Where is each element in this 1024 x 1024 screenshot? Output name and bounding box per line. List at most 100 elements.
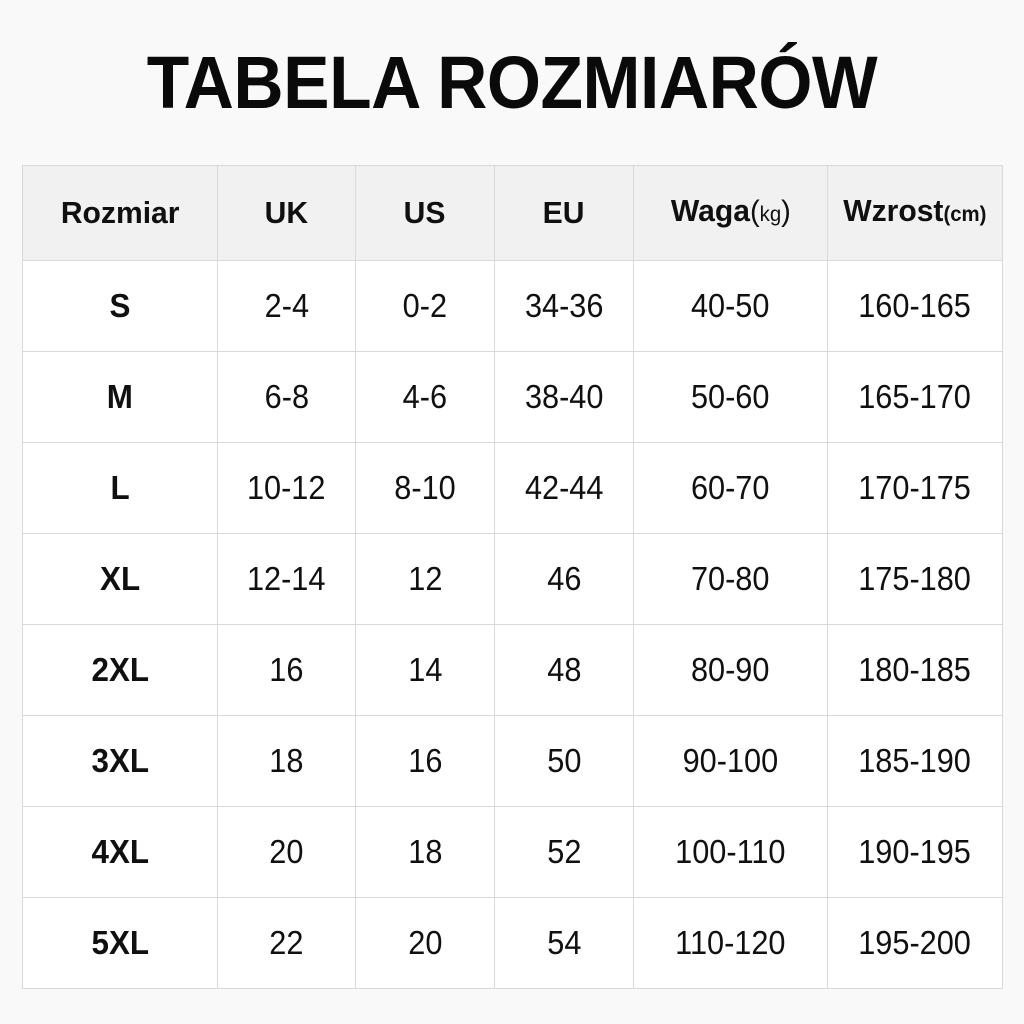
cell-eu: 52: [494, 806, 634, 898]
cell-uk-value: 16: [269, 651, 304, 688]
cell-wzrost-value: 190-195: [858, 833, 972, 870]
cell-us-value: 12: [407, 560, 443, 597]
column-header-eu: EU: [494, 165, 634, 261]
cell-size: 5XL: [22, 897, 218, 989]
cell-waga: 50-60: [633, 351, 828, 443]
cell-size-value: XL: [99, 560, 141, 597]
cell-size-value: 3XL: [91, 742, 149, 779]
cell-eu: 48: [494, 624, 634, 716]
cell-uk: 20: [217, 806, 356, 898]
cell-eu: 54: [494, 897, 634, 989]
table-header-row: Rozmiar UK US EU Waga(kg) Wzro: [22, 165, 1003, 261]
cell-us: 14: [355, 624, 495, 716]
column-header-waga: Waga(kg): [633, 165, 828, 261]
cell-waga: 80-90: [633, 624, 828, 716]
cell-uk-value: 6-8: [264, 378, 309, 415]
cell-eu-value: 48: [546, 651, 582, 688]
column-header-wzrost: Wzrost(cm): [827, 165, 1003, 261]
cell-size-value: 5XL: [91, 924, 149, 961]
cell-eu-value: 46: [546, 560, 582, 597]
table-row: M 6-8 4-6 38-40 50-60 165-170: [22, 351, 1003, 443]
cell-us-value: 18: [407, 833, 443, 870]
cell-uk-value: 18: [269, 742, 304, 779]
cell-wzrost-value: 170-175: [858, 469, 972, 506]
column-header-waga-paren-close: ): [780, 195, 791, 228]
cell-waga: 70-80: [633, 533, 828, 625]
cell-eu: 50: [494, 715, 634, 807]
size-table-container: Rozmiar UK US EU Waga(kg) Wzro: [22, 165, 1003, 989]
column-header-size: Rozmiar: [22, 165, 218, 261]
cell-uk: 6-8: [217, 351, 356, 443]
cell-waga: 60-70: [633, 442, 828, 534]
cell-eu-value: 50: [546, 742, 582, 779]
column-header-us-label: US: [404, 195, 446, 230]
cell-uk-value: 10-12: [247, 469, 326, 506]
table-row: 3XL 18 16 50 90-100 185-190: [22, 715, 1003, 807]
column-header-uk: UK: [217, 165, 356, 261]
column-header-eu-label: EU: [543, 195, 585, 230]
cell-wzrost: 185-190: [827, 715, 1003, 807]
cell-wzrost-value: 195-200: [858, 924, 972, 961]
cell-uk-value: 12-14: [247, 560, 326, 597]
cell-wzrost: 195-200: [827, 897, 1003, 989]
cell-wzrost-value: 160-165: [858, 287, 972, 324]
table-row: XL 12-14 12 46 70-80 175-180: [22, 533, 1003, 625]
cell-eu-value: 42-44: [524, 469, 604, 506]
cell-eu-value: 38-40: [524, 378, 604, 415]
cell-size: 3XL: [22, 715, 218, 807]
cell-size: 2XL: [22, 624, 218, 716]
column-header-size-label: Rozmiar: [60, 195, 180, 230]
cell-size: 4XL: [22, 806, 218, 898]
cell-size-value: 2XL: [91, 651, 149, 688]
cell-us: 18: [355, 806, 495, 898]
cell-eu: 34-36: [494, 260, 634, 352]
cell-eu: 46: [494, 533, 634, 625]
column-header-wzrost-unit: (cm): [943, 203, 987, 226]
cell-us: 12: [355, 533, 495, 625]
cell-us-value: 8-10: [394, 469, 456, 506]
cell-size: L: [22, 442, 218, 534]
cell-us: 8-10: [355, 442, 495, 534]
cell-wzrost: 190-195: [827, 806, 1003, 898]
cell-uk: 10-12: [217, 442, 356, 534]
column-header-waga-paren-open: (: [749, 195, 760, 228]
cell-uk-value: 20: [269, 833, 304, 870]
size-table: Rozmiar UK US EU Waga(kg) Wzro: [22, 165, 1003, 989]
cell-eu: 38-40: [494, 351, 634, 443]
table-body: S 2-4 0-2 34-36 40-50 160-165 M 6-8 4-6 38-40 50-6…: [22, 260, 1003, 989]
table-row: 5XL 22 20 54 110-120 195-200: [22, 897, 1003, 989]
cell-uk: 12-14: [217, 533, 356, 625]
cell-waga-value: 70-80: [691, 560, 770, 597]
cell-us-value: 0-2: [402, 287, 448, 324]
cell-wzrost-value: 165-170: [858, 378, 972, 415]
cell-eu: 42-44: [494, 442, 634, 534]
cell-wzrost: 180-185: [827, 624, 1003, 716]
cell-us: 16: [355, 715, 495, 807]
cell-waga-value: 60-70: [691, 469, 770, 506]
cell-waga-value: 80-90: [691, 651, 770, 688]
cell-us-value: 16: [407, 742, 443, 779]
column-header-us: US: [355, 165, 495, 261]
cell-uk: 16: [217, 624, 356, 716]
cell-uk-value: 22: [269, 924, 304, 961]
cell-waga-value: 90-100: [682, 742, 779, 779]
cell-us-value: 14: [407, 651, 443, 688]
column-header-waga-label: Waga: [670, 193, 750, 228]
cell-us-value: 4-6: [402, 378, 448, 415]
cell-waga-value: 110-120: [675, 924, 786, 961]
cell-wzrost: 160-165: [827, 260, 1003, 352]
cell-size-value: S: [109, 287, 131, 324]
cell-wzrost: 175-180: [827, 533, 1003, 625]
cell-us-value: 20: [407, 924, 443, 961]
cell-uk: 18: [217, 715, 356, 807]
cell-waga-value: 50-60: [691, 378, 770, 415]
cell-waga: 110-120: [633, 897, 828, 989]
table-row: 2XL 16 14 48 80-90 180-185: [22, 624, 1003, 716]
table-row: 4XL 20 18 52 100-110 190-195: [22, 806, 1003, 898]
column-header-uk-label: UK: [264, 195, 309, 230]
cell-size: S: [22, 260, 218, 352]
column-header-waga-unit: kg: [759, 203, 781, 226]
cell-waga: 100-110: [633, 806, 828, 898]
cell-size-value: L: [110, 469, 130, 506]
